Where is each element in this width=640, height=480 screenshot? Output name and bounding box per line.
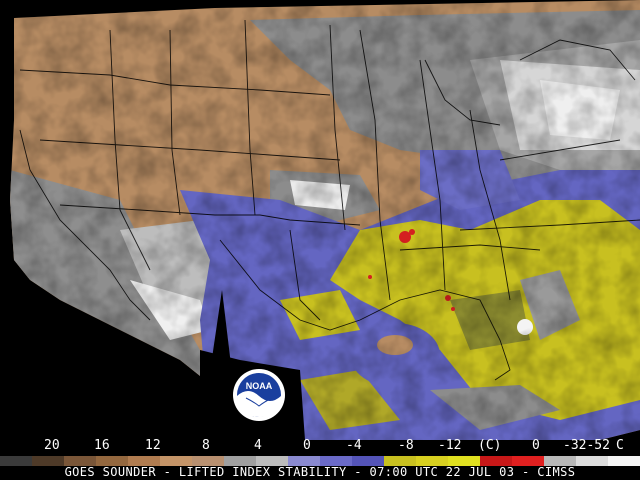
legend-swatch <box>32 456 64 466</box>
legend-swatch <box>160 456 192 466</box>
boundary-lines <box>19 19 640 381</box>
tick-label: 0 <box>532 438 540 453</box>
legend-swatch <box>288 456 320 466</box>
legend-swatch <box>224 456 256 466</box>
tick-label: -12 <box>438 438 462 453</box>
data-field <box>10 0 640 440</box>
legend-tick-labels: 20 16 12 8 4 0 -4 -8 -12 (C) 0 -32-52 C <box>0 438 640 458</box>
tick-label: -8 <box>398 438 414 453</box>
tick-label: C <box>616 438 624 453</box>
tick-label: 0 <box>303 438 311 453</box>
tick-label: 8 <box>202 438 210 453</box>
legend-swatch <box>128 456 160 466</box>
legend-swatch <box>544 456 576 466</box>
legend-swatch <box>480 456 512 466</box>
map-title: GOES SOUNDER - LIFTED INDEX STABILITY - … <box>64 465 576 479</box>
noaa-logo-text: NOAA <box>246 381 273 391</box>
legend-swatch <box>416 456 448 466</box>
tick-label: 4 <box>254 438 262 453</box>
legend-swatch <box>96 456 128 466</box>
legend-swatch <box>0 456 32 466</box>
legend-swatch <box>192 456 224 466</box>
legend-swatch <box>352 456 384 466</box>
legend-swatch <box>384 456 416 466</box>
tick-label: -32-52 <box>563 438 610 453</box>
legend-swatch <box>512 456 544 466</box>
legend-swatch <box>608 456 640 466</box>
legend-swatch <box>320 456 352 466</box>
tick-label: 16 <box>94 438 110 453</box>
legend-swatch <box>576 456 608 466</box>
tick-label: 12 <box>145 438 161 453</box>
legend-swatch <box>64 456 96 466</box>
satellite-map <box>10 0 640 440</box>
legend-color-bar <box>0 456 640 466</box>
tick-label: (C) <box>478 438 502 453</box>
legend-swatch <box>256 456 288 466</box>
noaa-logo: NOAA <box>233 369 285 421</box>
tick-label: 20 <box>44 438 60 453</box>
tick-label: -4 <box>346 438 362 453</box>
legend-swatch <box>448 456 480 466</box>
